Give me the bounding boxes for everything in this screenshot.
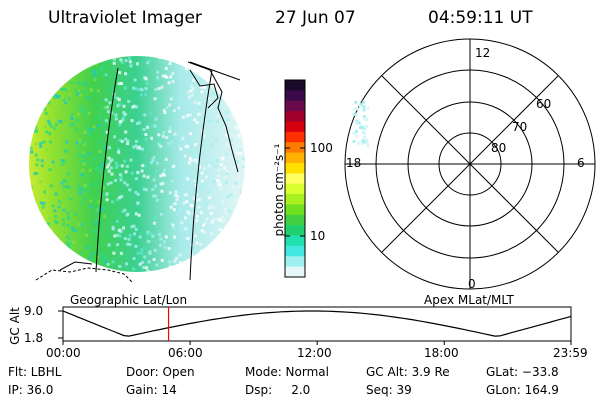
colorbar-segment [285, 121, 305, 133]
timeline-ytick-high: 9.0 [24, 304, 44, 318]
colorbar-segment [285, 235, 305, 247]
info-gain: Gain: 14 [126, 383, 177, 397]
colorbar-segment [285, 266, 305, 278]
info-gc-alt: GC Alt: 3.9 Re [366, 365, 450, 379]
colorbar-segment [285, 111, 305, 123]
timeline-xtick: 18:00 [424, 346, 459, 360]
mlt-label-12: 12 [475, 46, 491, 60]
polar-diagonal [381, 75, 559, 253]
colorbar-segment [285, 225, 305, 237]
colorbar-segment [285, 90, 305, 102]
left-image-disk [29, 56, 245, 283]
colorbar-segment [285, 214, 305, 226]
coastline [189, 61, 241, 81]
colorbar-segment [285, 194, 305, 206]
colorbar-segment [285, 183, 305, 195]
colorbar-segment [285, 131, 305, 143]
colorbar-segment [285, 256, 305, 268]
coastline [187, 61, 239, 173]
right-projection-label: Apex MLat/MLT [424, 293, 514, 307]
info-glon: GLon: 164.9 [486, 383, 559, 397]
colorbar-segment [285, 245, 305, 257]
lat-label-70: 70 [512, 120, 528, 134]
polar-plot [344, 38, 596, 290]
timeline-ylabel: GC Alt [8, 307, 22, 345]
lat-label-80: 80 [491, 141, 507, 155]
time-label: 04:59:11 UT [428, 8, 533, 28]
timeline-xtick: 12:00 [297, 346, 332, 360]
info-glat: GLat: −33.8 [486, 365, 559, 379]
mlt-label-6: 6 [577, 156, 585, 170]
info-mode: Mode: Normal [245, 365, 329, 379]
colorbar-tick-100: 100 [310, 141, 333, 155]
lat-label-60: 60 [536, 97, 552, 111]
info-ip: IP: 36.0 [8, 383, 54, 397]
timeline-ytick-low: 1.8 [24, 331, 44, 345]
colorbar-segment [285, 100, 305, 112]
colorbar-segment [285, 173, 305, 185]
coastline [189, 69, 219, 109]
timeline-xtick: 00:00 [46, 346, 81, 360]
colorbar-tick-10: 10 [310, 229, 326, 243]
date-label: 27 Jun 07 [275, 8, 356, 28]
coastline [59, 261, 93, 271]
info-filter: Flt: LBHL [8, 365, 62, 379]
info-seq: Seq: 39 [366, 383, 412, 397]
left-projection-label: Geographic Lat/Lon [70, 293, 188, 307]
colorbar-segment [285, 162, 305, 174]
colorbar-segment [285, 152, 305, 164]
colorbar-segment [285, 142, 305, 154]
info-door: Door: Open [126, 365, 195, 379]
info-dsp: Dsp: 2.0 [245, 383, 311, 397]
timeline-xtick: 06:00 [168, 346, 203, 360]
altitude-curve [62, 310, 572, 337]
instrument-title: Ultraviolet Imager [48, 8, 202, 28]
mlt-label-0: 0 [468, 277, 476, 291]
meridian-line [189, 69, 213, 281]
colorbar-segment [285, 204, 305, 216]
colorbar-unit-label: photon cm⁻²s⁻¹ [272, 143, 286, 237]
mlt-label-18: 18 [346, 156, 362, 170]
colorbar-segment [285, 80, 305, 91]
coastline [35, 267, 133, 283]
altitude-timeline [58, 306, 572, 345]
color-bar [284, 79, 306, 278]
timeline-xtick: 23:59 [553, 346, 588, 360]
meridian-line [95, 67, 119, 273]
